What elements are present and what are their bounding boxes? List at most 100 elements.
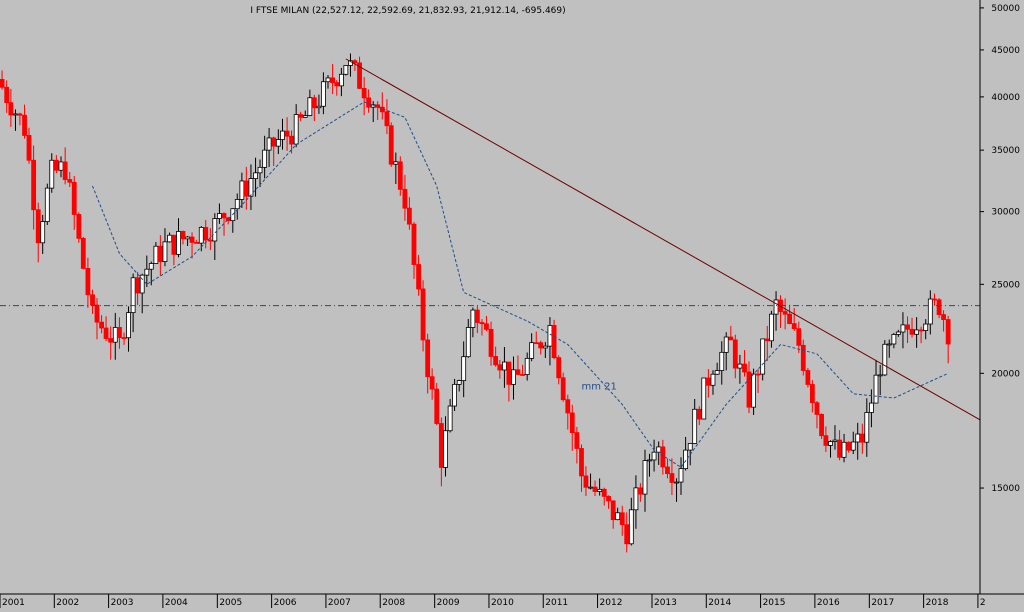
x-tick-label: 2008	[382, 598, 405, 608]
candles-group	[0, 53, 951, 553]
candle-down	[284, 130, 290, 137]
candle-down	[660, 446, 666, 468]
candle-down	[732, 339, 738, 369]
candle-down	[520, 374, 525, 376]
candle-down	[416, 264, 421, 290]
candle-up	[633, 487, 639, 511]
candle-down	[289, 135, 294, 145]
candle-down	[203, 227, 209, 241]
candle-down	[361, 87, 367, 99]
candle-up	[139, 274, 145, 294]
x-axis-panel	[0, 594, 1024, 608]
trendline	[345, 58, 981, 421]
candle-down	[601, 488, 607, 497]
candle-up	[511, 369, 516, 385]
candle-up	[692, 408, 698, 444]
x-tick-label: 2010	[491, 598, 514, 608]
candle-up	[714, 370, 720, 375]
x-tick-label: 2015	[763, 598, 786, 608]
candle-down	[352, 60, 358, 64]
candle-up	[841, 441, 847, 458]
candle-down	[859, 433, 865, 443]
candle-up	[148, 263, 154, 270]
candle-up	[234, 199, 240, 210]
candle-up	[40, 221, 46, 244]
candle-up	[461, 356, 467, 381]
candle-down	[665, 466, 670, 474]
candle-up	[524, 357, 530, 375]
candle-up	[217, 213, 222, 219]
candle-up	[49, 159, 55, 189]
candle-down	[76, 214, 82, 239]
candle-up	[877, 374, 883, 377]
candle-up	[212, 218, 218, 242]
candle-down	[434, 388, 440, 424]
candle-down	[945, 319, 951, 345]
y-axis-panel	[980, 0, 1024, 608]
candle-down	[171, 234, 177, 255]
candle-down	[357, 62, 362, 89]
y-tick-label: 45000	[991, 46, 1020, 56]
candle-down	[569, 412, 575, 434]
candle-down	[157, 245, 163, 262]
candle-up	[126, 312, 131, 339]
candle-up	[185, 236, 190, 240]
candle-down	[560, 377, 566, 401]
candle-down	[8, 102, 14, 116]
x-tick-label: 2003	[111, 598, 134, 608]
candle-up	[470, 309, 476, 328]
candle-up	[112, 327, 118, 343]
candle-up	[828, 441, 833, 446]
candle-up	[502, 361, 507, 371]
candle-up	[683, 449, 689, 470]
candle-up	[130, 277, 136, 314]
candle-down	[225, 217, 231, 222]
reference-lines-group	[0, 58, 981, 421]
candle-down	[579, 448, 584, 477]
candle-up	[343, 65, 349, 75]
candle-up	[674, 481, 679, 484]
candle-down	[17, 113, 23, 116]
candle-down	[334, 82, 340, 87]
moving-average-label: mm 21	[581, 382, 616, 393]
candle-down	[420, 288, 426, 341]
candle-down	[384, 111, 390, 127]
moving-average-line	[92, 101, 949, 468]
candle-down	[479, 322, 485, 325]
candle-up	[307, 97, 313, 116]
x-tick-label: 2013	[654, 598, 677, 608]
candle-up	[651, 451, 657, 461]
candle-up	[253, 172, 258, 179]
candle-up	[751, 373, 756, 408]
candle-down	[99, 321, 104, 329]
chart-title: I FTSE MILAN (22,527.12, 22,592.69, 21,8…	[250, 6, 565, 16]
x-tick-label: 2005	[219, 598, 242, 608]
candle-down	[71, 181, 77, 215]
candle-down	[402, 188, 408, 209]
candle-down	[411, 223, 417, 265]
candle-down	[606, 495, 611, 502]
candle-up	[266, 137, 272, 151]
candle-down	[905, 324, 910, 330]
x-tick-label: 2	[980, 598, 986, 608]
candle-up	[162, 241, 168, 262]
candle-down	[425, 339, 431, 378]
candle-down	[823, 435, 829, 446]
candle-down	[62, 161, 68, 180]
candle-down	[488, 328, 494, 357]
candle-down	[31, 159, 37, 211]
candle-up	[58, 161, 64, 171]
candle-up	[293, 114, 299, 145]
candle-down	[637, 487, 643, 495]
candle-down	[764, 338, 770, 342]
x-tick-label: 2011	[545, 598, 568, 608]
candle-down	[243, 180, 249, 197]
moving-average-group: mm 21	[92, 101, 949, 468]
candle-up	[773, 299, 779, 315]
candle-down	[330, 77, 336, 83]
candle-down	[103, 327, 109, 339]
candle-up	[628, 509, 634, 545]
